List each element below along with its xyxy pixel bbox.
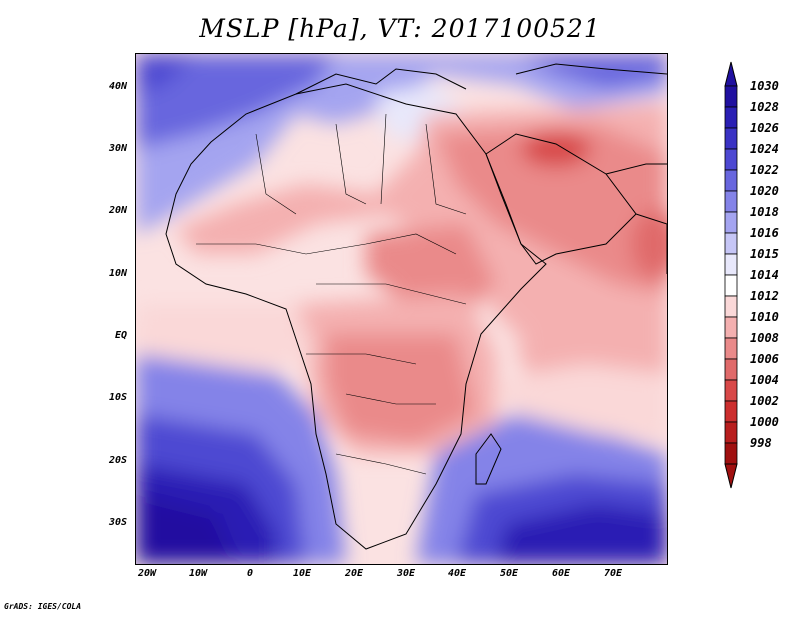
colorbar-swatch: [724, 211, 738, 234]
colorbar-swatch: [724, 169, 738, 192]
colorbar-swatch: [724, 400, 738, 423]
colorbar: [724, 61, 738, 489]
lon-label-10w: 10W: [188, 568, 208, 579]
colorbar-label: 1020: [750, 184, 779, 198]
lat-label-30n: 30N: [108, 143, 127, 154]
lat-label-20n: 20N: [108, 205, 127, 216]
lat-label-10n: 10N: [108, 268, 127, 279]
colorbar-label: 1014: [750, 268, 779, 282]
colorbar-swatch: [724, 358, 738, 381]
lat-label-30s: 30S: [108, 517, 127, 528]
colorbar-swatch: [724, 253, 738, 276]
colorbar-swatch: [724, 274, 738, 297]
colorbar-label: 1002: [750, 394, 779, 408]
colorbar-label: 1026: [750, 121, 779, 135]
lon-label-30e: 30E: [396, 568, 416, 579]
colorbar-swatch: [724, 127, 738, 150]
mslp-map: [135, 53, 668, 565]
lat-label-20s: 20S: [108, 455, 127, 466]
map-title: MSLP [hPa], VT: 2017100521: [199, 14, 601, 43]
lon-label-70e: 70E: [603, 568, 623, 579]
colorbar-swatch: [724, 421, 738, 444]
lon-label-20e: 20E: [344, 568, 364, 579]
colorbar-label: 998: [750, 436, 772, 450]
colorbar-top-arrow: [724, 61, 738, 87]
colorbar-label: 1010: [750, 310, 779, 324]
lon-label-20w: 20W: [137, 568, 157, 579]
lon-label-0: 0: [246, 568, 254, 579]
colorbar-swatch: [724, 442, 738, 465]
colorbar-label: 1022: [750, 163, 779, 177]
colorbar-swatch: [724, 316, 738, 339]
lon-label-40e: 40E: [447, 568, 467, 579]
colorbar-label: 1012: [750, 289, 779, 303]
country-borders: [196, 113, 467, 475]
colorbar-label: 1015: [750, 247, 779, 261]
lat-label-40n: 40N: [108, 81, 127, 92]
pressure-field-svg: [136, 54, 667, 564]
colorbar-swatch: [724, 232, 738, 255]
colorbar-label: 1004: [750, 373, 779, 387]
pressure-contours: [136, 54, 667, 564]
colorbar-swatch: [724, 106, 738, 129]
colorbar-label: 1006: [750, 352, 779, 366]
colorbar-label: 1016: [750, 226, 779, 240]
colorbar-label: 1024: [750, 142, 779, 156]
colorbar-label: 1030: [750, 79, 779, 93]
colorbar-swatch: [724, 295, 738, 318]
colorbar-label: 1008: [750, 331, 779, 345]
colorbar-label: 1018: [750, 205, 779, 219]
colorbar-bottom-arrow: [724, 463, 738, 489]
colorbar-swatch: [724, 379, 738, 402]
colorbar-label: 1000: [750, 415, 779, 429]
colorbar-swatch: [724, 190, 738, 213]
lat-label-eq: EQ: [114, 330, 127, 341]
lat-label-10s: 10S: [108, 392, 127, 403]
colorbar-swatch: [724, 148, 738, 171]
lon-label-50e: 50E: [499, 568, 519, 579]
coastlines: [165, 63, 667, 550]
colorbar-label: 1028: [750, 100, 779, 114]
lon-label-10e: 10E: [292, 568, 312, 579]
colorbar-swatch: [724, 85, 738, 108]
colorbar-swatch: [724, 337, 738, 360]
lon-label-60e: 60E: [551, 568, 571, 579]
credit-text: GrADS: IGES/COLA: [4, 602, 82, 611]
